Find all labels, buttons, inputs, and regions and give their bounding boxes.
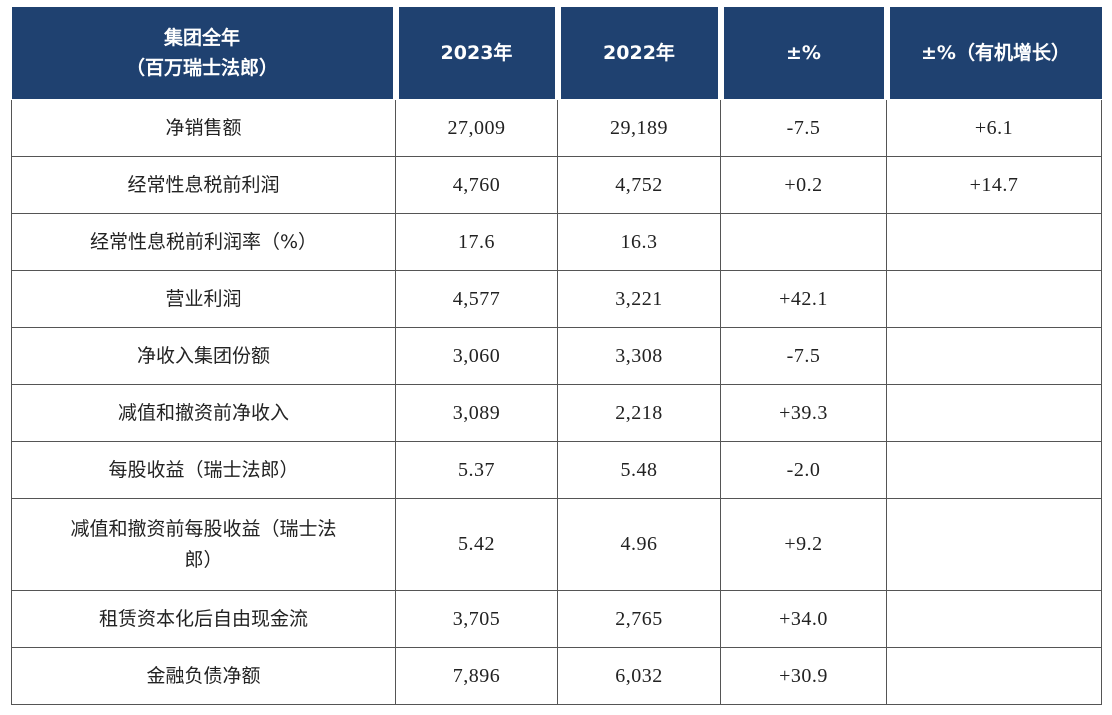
row-label: 减值和撤资前净收入: [11, 384, 396, 442]
value-cell: +34.0: [720, 590, 887, 648]
value-cell: 4,577: [395, 270, 558, 328]
header-cell: ±%（有机增长）: [883, 6, 1102, 100]
value-cell: 5.37: [395, 441, 558, 499]
row-label: 经常性息税前利润: [11, 156, 396, 214]
value-cell: 4.96: [557, 498, 721, 591]
value-cell: -2.0: [720, 441, 887, 499]
value-cell: [720, 213, 887, 271]
value-cell: [886, 441, 1102, 499]
row-label: 每股收益（瑞士法郎）: [11, 441, 396, 499]
table-row: 减值和撤资前每股收益（瑞士法郎） 5.42 4.96 +9.2: [11, 498, 1102, 591]
value-cell: 5.48: [557, 441, 721, 499]
table-row: 净收入集团份额 3,060 3,308 -7.5: [11, 327, 1102, 385]
header-cell: 2022年: [554, 6, 721, 100]
value-cell: +39.3: [720, 384, 887, 442]
header-cell: 集团全年 （百万瑞士法郎）: [11, 6, 396, 100]
value-cell: [886, 590, 1102, 648]
value-cell: +14.7: [886, 156, 1102, 214]
value-cell: +9.2: [720, 498, 887, 591]
header-line: （百万瑞士法郎）: [125, 57, 278, 79]
value-cell: 2,218: [557, 384, 721, 442]
value-cell: 17.6: [395, 213, 558, 271]
header-row: 集团全年 （百万瑞士法郎） 2023年 2022年 ±% ±%（有机增长）: [11, 6, 1102, 100]
value-cell: 3,308: [557, 327, 721, 385]
table-row: 经常性息税前利润 4,760 4,752 +0.2 +14.7: [11, 156, 1102, 214]
value-cell: [886, 384, 1102, 442]
row-label: 减值和撤资前每股收益（瑞士法郎）: [11, 498, 396, 591]
value-cell: 3,089: [395, 384, 558, 442]
value-cell: [886, 213, 1102, 271]
table-row: 每股收益（瑞士法郎） 5.37 5.48 -2.0: [11, 441, 1102, 499]
value-cell: [886, 270, 1102, 328]
table-row: 营业利润 4,577 3,221 +42.1: [11, 270, 1102, 328]
value-cell: 3,221: [557, 270, 721, 328]
value-cell: 3,060: [395, 327, 558, 385]
value-cell: 6,032: [557, 647, 721, 705]
results-table: 集团全年 （百万瑞士法郎） 2023年 2022年 ±% ±%（有机增长） 净销售额 27,…: [11, 6, 1102, 705]
value-cell: +6.1: [886, 99, 1102, 157]
value-cell: -7.5: [720, 327, 887, 385]
value-cell: 5.42: [395, 498, 558, 591]
value-cell: [886, 327, 1102, 385]
header-cell: ±%: [717, 6, 887, 100]
row-label: 租赁资本化后自由现金流: [11, 590, 396, 648]
row-label: 金融负债净额: [11, 647, 396, 705]
value-cell: 4,752: [557, 156, 721, 214]
table-row: 金融负债净额 7,896 6,032 +30.9: [11, 647, 1102, 705]
value-cell: 27,009: [395, 99, 558, 157]
table-body: 净销售额 27,009 29,189 -7.5 +6.1 经常性息税前利润 4,760 4,7…: [11, 99, 1102, 705]
table-row: 经常性息税前利润率（%） 17.6 16.3: [11, 213, 1102, 271]
value-cell: 29,189: [557, 99, 721, 157]
header-line: 集团全年: [163, 27, 240, 49]
table-row: 减值和撤资前净收入 3,089 2,218 +39.3: [11, 384, 1102, 442]
header-cell: 2023年: [392, 6, 558, 100]
value-cell: +0.2: [720, 156, 887, 214]
table-wrapper: 集团全年 （百万瑞士法郎） 2023年 2022年 ±% ±%（有机增长） 净销售额 27,…: [11, 6, 1102, 705]
row-label: 净销售额: [11, 99, 396, 157]
value-cell: 3,705: [395, 590, 558, 648]
table-row: 净销售额 27,009 29,189 -7.5 +6.1: [11, 99, 1102, 157]
value-cell: 7,896: [395, 647, 558, 705]
row-label: 净收入集团份额: [11, 327, 396, 385]
value-cell: [886, 498, 1102, 591]
value-cell: 16.3: [557, 213, 721, 271]
value-cell: [886, 647, 1102, 705]
value-cell: 2,765: [557, 590, 721, 648]
value-cell: +30.9: [720, 647, 887, 705]
row-label: 营业利润: [11, 270, 396, 328]
value-cell: +42.1: [720, 270, 887, 328]
value-cell: 4,760: [395, 156, 558, 214]
row-label: 经常性息税前利润率（%）: [11, 213, 396, 271]
value-cell: -7.5: [720, 99, 887, 157]
table-row: 租赁资本化后自由现金流 3,705 2,765 +34.0: [11, 590, 1102, 648]
